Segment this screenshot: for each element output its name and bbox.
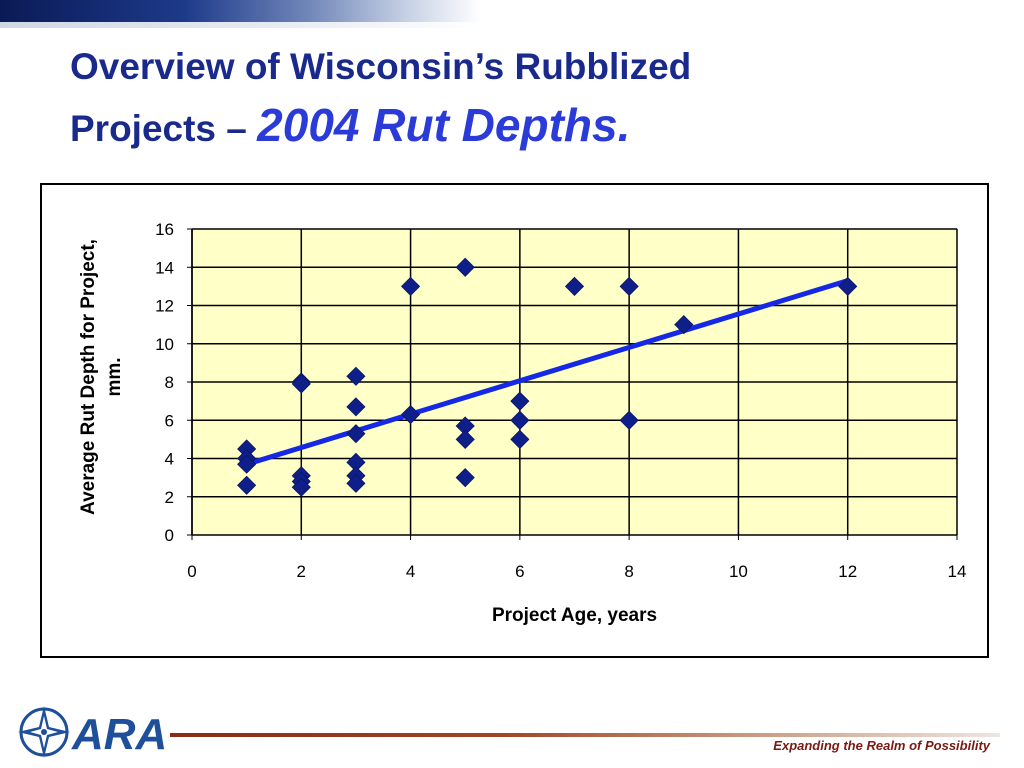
data-point	[346, 424, 366, 444]
title-line-2-prefix: Projects –	[70, 108, 258, 149]
data-point	[455, 429, 475, 449]
y-tick-label: 14	[155, 258, 174, 277]
y-tick-label: 16	[155, 220, 174, 239]
data-point	[291, 374, 311, 394]
y-axis-title: Average Rut Depth for Project, mm.	[78, 239, 125, 515]
x-tick-label: 12	[838, 562, 857, 581]
data-point	[674, 315, 694, 335]
compass-icon	[18, 706, 70, 758]
data-point	[510, 391, 530, 411]
data-point	[564, 276, 585, 296]
scatter-chart: 0 2 4 6 8 10 12 14 16 0 2 4 6 8 10 12 14 Project Age, ye…	[78, 220, 966, 626]
x-tick-label: 6	[515, 562, 524, 581]
tick-labels: 0 2 4 6 8 10 12 14 16 0 2 4 6 8 10 12 14	[155, 220, 966, 581]
data-point	[455, 468, 475, 488]
x-tick-label: 0	[187, 562, 196, 581]
slide-title: Overview of Wisconsin’s Rubblized Projec…	[70, 38, 970, 158]
data-point	[619, 410, 639, 430]
x-tick-label: 10	[729, 562, 748, 581]
data-point	[237, 475, 257, 495]
data-point	[346, 473, 366, 493]
y-tick-label: 2	[165, 488, 174, 507]
data-point	[401, 276, 421, 296]
title-line-1: Overview of Wisconsin’s Rubblized	[70, 46, 692, 87]
x-tick-label: 8	[624, 562, 633, 581]
data-points	[237, 257, 858, 497]
x-tick-label: 2	[297, 562, 306, 581]
data-point	[838, 276, 858, 296]
data-point	[510, 410, 530, 430]
data-point	[291, 477, 311, 497]
data-point	[455, 257, 475, 277]
x-axis-title: Project Age, years	[492, 605, 657, 626]
logo-wordmark: ARA	[71, 710, 167, 759]
title-line-2: Projects – 2004 Rut Depths.	[70, 96, 970, 158]
x-tick-label: 14	[948, 562, 967, 581]
footer-tagline: Expanding the Realm of Possibility	[773, 738, 990, 753]
data-point	[619, 276, 639, 296]
data-point	[237, 454, 257, 474]
footer-divider	[170, 733, 1000, 737]
y-tick-label: 6	[165, 411, 174, 430]
data-point	[346, 366, 366, 386]
ara-logo: ARA	[18, 702, 168, 760]
data-point	[346, 397, 366, 417]
y-tick-label: 4	[165, 450, 174, 469]
top-decor-band	[0, 0, 1024, 28]
y-tick-label: 0	[165, 526, 174, 545]
data-point	[510, 429, 530, 449]
title-accent: 2004 Rut Depths.	[257, 99, 631, 151]
y-tick-label: 10	[155, 335, 174, 354]
chart-frame: 0 2 4 6 8 10 12 14 16 0 2 4 6 8 10 12 14 Project Age, ye…	[40, 183, 989, 658]
y-tick-label: 12	[155, 297, 174, 316]
x-tick-label: 4	[406, 562, 415, 581]
data-point	[401, 404, 421, 425]
y-tick-label: 8	[165, 373, 174, 392]
